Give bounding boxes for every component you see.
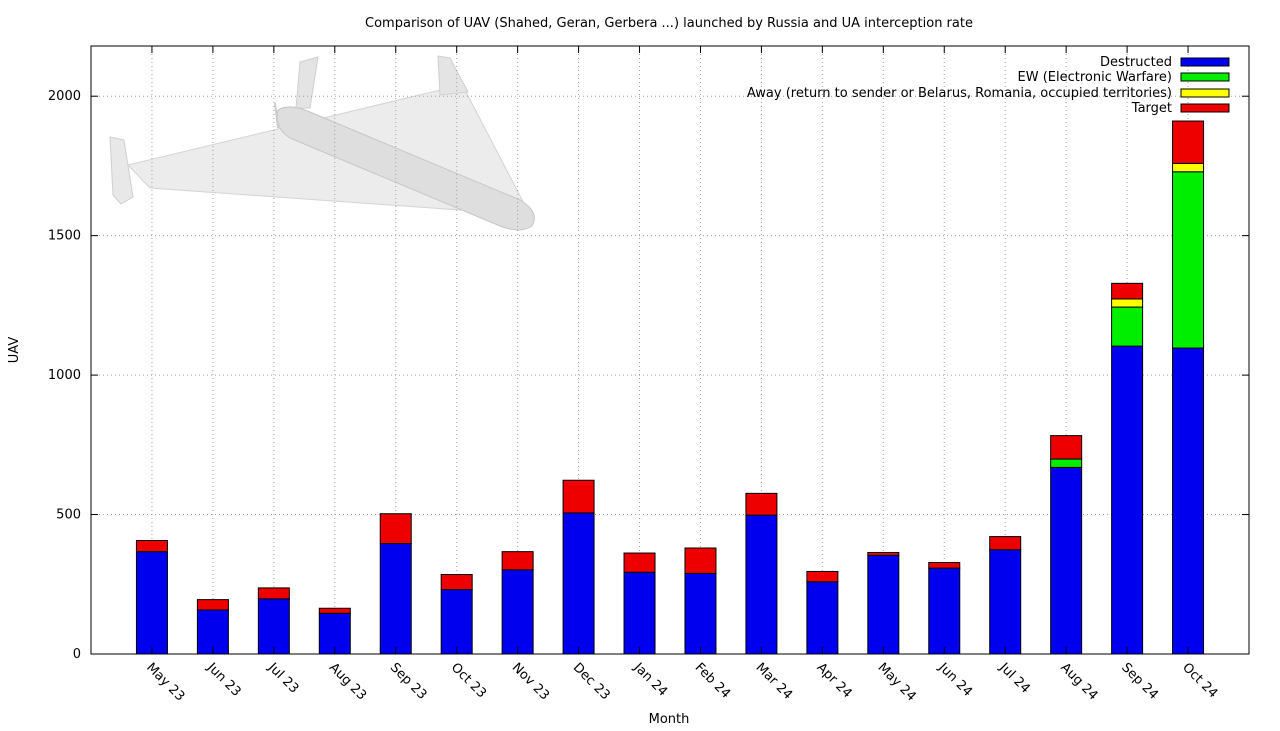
legend-label-away: Away (return to sender or Belarus, Roman… (747, 86, 1172, 101)
x-tick-label: May 23 (143, 660, 187, 704)
legend-label-ew: EW (Electronic Warfare) (1018, 70, 1173, 85)
bar-segment-destructed (1050, 466, 1083, 655)
bar-segment-destructed (135, 551, 168, 655)
bar-segment-destructed (745, 514, 778, 655)
legend-label-destructed: Destructed (1100, 55, 1172, 70)
x-tick-label: Jul 23 (264, 660, 301, 697)
legend-swatch-ew (1180, 72, 1230, 82)
bars (135, 120, 1205, 655)
y-tick-label: 1000 (48, 368, 81, 383)
chart-title: Comparison of UAV (Shahed, Geran, Gerber… (365, 16, 973, 31)
x-tick-label: May 24 (874, 660, 918, 704)
bar-segment-target (1172, 120, 1205, 164)
x-tick-label: Jul 24 (996, 660, 1033, 697)
legend-label-target: Target (1131, 101, 1172, 116)
x-tick-label: Aug 23 (326, 660, 369, 703)
x-axis-label: Month (649, 712, 690, 727)
x-tick-label: Apr 24 (814, 660, 855, 701)
x-tick-label: Jun 24 (935, 660, 975, 700)
bar-segment-target (196, 599, 229, 611)
bar-segment-target (928, 562, 961, 569)
bar-segment-ew (1111, 306, 1144, 347)
bar-segment-destructed (989, 549, 1022, 655)
bar-segment-destructed (440, 589, 473, 655)
y-tick-label: 500 (56, 508, 81, 523)
x-tick-label: Aug 24 (1057, 660, 1100, 703)
x-tick-label: Sep 23 (387, 660, 430, 703)
x-tick-label: Nov 23 (509, 660, 552, 703)
legend: Destructed EW (Electronic Warfare) Away … (747, 55, 1230, 116)
bar-segment-destructed (1111, 345, 1144, 655)
y-tick-label: 0 (73, 647, 81, 662)
bar-segment-destructed (562, 512, 595, 655)
bar-segment-target (806, 570, 839, 583)
bar-segment-target (135, 539, 168, 553)
bar-segment-destructed (684, 572, 717, 655)
x-tick-label: Dec 23 (570, 660, 613, 703)
bar-segment-target (1111, 282, 1144, 300)
legend-swatch-away (1180, 88, 1230, 98)
legend-swatch-destructed (1180, 57, 1230, 67)
drone-image (109, 55, 535, 231)
bar-segment-target (440, 574, 473, 591)
x-tick-label: Mar 24 (753, 660, 796, 703)
bar-segment-target (318, 607, 351, 614)
bar-segment-away (1111, 298, 1144, 308)
bar-segment-destructed (867, 554, 900, 655)
bar-segment-target (623, 552, 656, 573)
x-tick-label: Jun 23 (203, 660, 243, 700)
bar-segment-ew (1172, 171, 1205, 349)
bar-segment-target (745, 492, 778, 516)
bar-segment-destructed (501, 569, 534, 655)
x-tick-label: Oct 24 (1179, 660, 1220, 701)
bar-segment-target (989, 536, 1022, 551)
bar-segment-target (867, 551, 900, 556)
bar-segment-destructed (257, 598, 290, 655)
x-tick-label: Jan 24 (630, 660, 670, 700)
bar-segment-target (1050, 435, 1083, 460)
x-tick-label: Oct 23 (448, 660, 489, 701)
bar-segment-destructed (379, 543, 412, 655)
bar-segment-target (379, 513, 412, 545)
x-tick-label: Feb 24 (692, 660, 734, 702)
bar-segment-ew (1050, 458, 1083, 468)
bar-segment-target (257, 587, 290, 600)
x-tick-label: Sep 24 (1118, 660, 1161, 703)
y-tick-label: 1500 (48, 229, 81, 244)
bar-segment-target (562, 479, 595, 514)
legend-swatch-target (1180, 103, 1230, 113)
plot-frame (90, 45, 1250, 655)
y-tick-label: 2000 (48, 89, 81, 104)
bar-segment-destructed (806, 581, 839, 655)
bar-segment-destructed (623, 571, 656, 655)
grid (91, 46, 1249, 654)
bar-segment-target (501, 551, 534, 571)
bar-segment-destructed (928, 567, 961, 655)
bar-segment-target (684, 547, 717, 574)
bar-segment-destructed (196, 609, 229, 655)
bar-segment-destructed (1172, 347, 1205, 655)
y-axis-label: UAV (7, 337, 22, 364)
bar-segment-away (1172, 162, 1205, 173)
